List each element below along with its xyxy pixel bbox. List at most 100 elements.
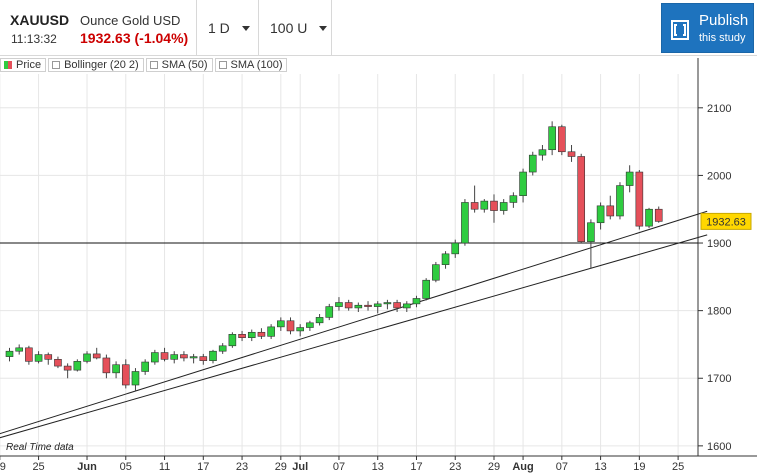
candle-body bbox=[528, 154, 537, 173]
candle bbox=[257, 328, 266, 340]
candle bbox=[461, 199, 469, 246]
candle-body bbox=[306, 322, 314, 328]
candle-body bbox=[383, 302, 392, 305]
legend-item-sma-100[interactable]: SMA (100) bbox=[214, 58, 288, 72]
candle bbox=[616, 182, 624, 220]
legend-item-sma-50[interactable]: SMA (50) bbox=[145, 58, 213, 72]
candle bbox=[199, 353, 208, 365]
candle bbox=[286, 317, 295, 335]
candle-body bbox=[538, 149, 547, 156]
candle bbox=[548, 121, 556, 156]
candle-body bbox=[189, 356, 198, 359]
candle bbox=[528, 151, 537, 176]
candle bbox=[306, 320, 314, 331]
candle-body bbox=[83, 353, 91, 362]
candle bbox=[315, 314, 324, 326]
y-tick-label: 2000 bbox=[707, 170, 731, 182]
candle bbox=[364, 301, 372, 311]
candle-body bbox=[102, 357, 111, 374]
candle bbox=[490, 194, 498, 223]
candle-body bbox=[509, 195, 518, 203]
legend-label: Price bbox=[16, 59, 42, 71]
candle bbox=[267, 324, 275, 340]
range-dropdown[interactable]: 100 U bbox=[258, 0, 332, 56]
symbol-code: XAUUSD bbox=[10, 12, 70, 28]
candle-body bbox=[277, 320, 285, 328]
candle-body bbox=[645, 208, 653, 227]
candle bbox=[596, 202, 605, 230]
candle-body bbox=[412, 298, 421, 305]
last-price-tag bbox=[700, 212, 752, 230]
candle bbox=[218, 343, 227, 354]
x-tick-label: 07 bbox=[333, 461, 345, 473]
candle bbox=[432, 261, 440, 283]
grid bbox=[0, 74, 698, 456]
x-tick-label: 29 bbox=[488, 461, 500, 473]
candle-body bbox=[218, 345, 227, 352]
y-tick-label: 1700 bbox=[707, 373, 731, 385]
publish-icon bbox=[671, 20, 689, 40]
candle-body bbox=[596, 205, 605, 224]
checkbox-icon bbox=[52, 61, 61, 69]
candle bbox=[480, 199, 489, 213]
candle bbox=[577, 153, 586, 244]
candle-body bbox=[354, 304, 363, 309]
candle bbox=[645, 207, 653, 229]
candle-body bbox=[577, 156, 586, 242]
candle bbox=[296, 324, 305, 337]
x-tick-label: 05 bbox=[120, 461, 132, 473]
candle-body bbox=[490, 200, 498, 211]
legend-label: Bollinger (20 2) bbox=[64, 59, 139, 71]
candle-body bbox=[257, 331, 266, 337]
candle-body bbox=[325, 306, 334, 318]
candle bbox=[34, 351, 43, 364]
candle bbox=[538, 144, 547, 161]
interval-value: 1 D bbox=[208, 20, 230, 36]
candle-body bbox=[141, 361, 149, 372]
x-tick-label: 19 bbox=[633, 461, 645, 473]
candle bbox=[509, 192, 518, 208]
candle bbox=[238, 330, 246, 342]
candle bbox=[160, 347, 169, 362]
candle bbox=[654, 206, 663, 223]
candle bbox=[151, 349, 159, 365]
candle bbox=[25, 345, 33, 365]
candle bbox=[344, 299, 353, 311]
candle bbox=[441, 251, 450, 269]
candle bbox=[131, 368, 140, 391]
x-tick-label: 29 bbox=[275, 461, 287, 473]
candle bbox=[228, 332, 237, 348]
candle-body bbox=[25, 347, 33, 362]
candle-body bbox=[432, 264, 440, 281]
x-tick-label: Aug bbox=[512, 461, 533, 473]
candle bbox=[180, 351, 188, 362]
candle bbox=[170, 351, 179, 364]
candle bbox=[412, 295, 421, 308]
candle-body bbox=[34, 354, 43, 362]
candle-body bbox=[558, 126, 566, 153]
candle-body bbox=[286, 320, 295, 332]
range-value: 100 U bbox=[270, 20, 308, 36]
chart-header: XAUUSD Ounce Gold USD 11:13:32 1932.63 (… bbox=[0, 0, 757, 56]
candle bbox=[54, 356, 62, 369]
candle bbox=[499, 199, 508, 215]
publish-study-button[interactable]: Publish this study bbox=[661, 3, 754, 53]
interval-dropdown[interactable]: 1 D bbox=[196, 0, 258, 56]
candle bbox=[625, 165, 634, 193]
candle-body bbox=[373, 303, 382, 307]
candle bbox=[63, 363, 72, 379]
candle bbox=[5, 347, 14, 362]
candle-body bbox=[635, 171, 644, 227]
candle-body bbox=[5, 350, 14, 357]
candle bbox=[277, 317, 285, 331]
legend-item-price[interactable]: Price bbox=[0, 58, 47, 72]
trend-line bbox=[0, 210, 708, 435]
candle bbox=[635, 170, 644, 230]
candle-body bbox=[15, 347, 23, 352]
candle-body bbox=[344, 302, 353, 309]
symbol-name: Ounce Gold USD bbox=[80, 13, 181, 28]
checkbox-icon bbox=[149, 61, 158, 69]
quote-time: 11:13:32 bbox=[11, 32, 57, 46]
x-tick-label: 19 bbox=[0, 461, 6, 473]
legend-item-bollinger[interactable]: Bollinger (20 2) bbox=[48, 58, 144, 72]
